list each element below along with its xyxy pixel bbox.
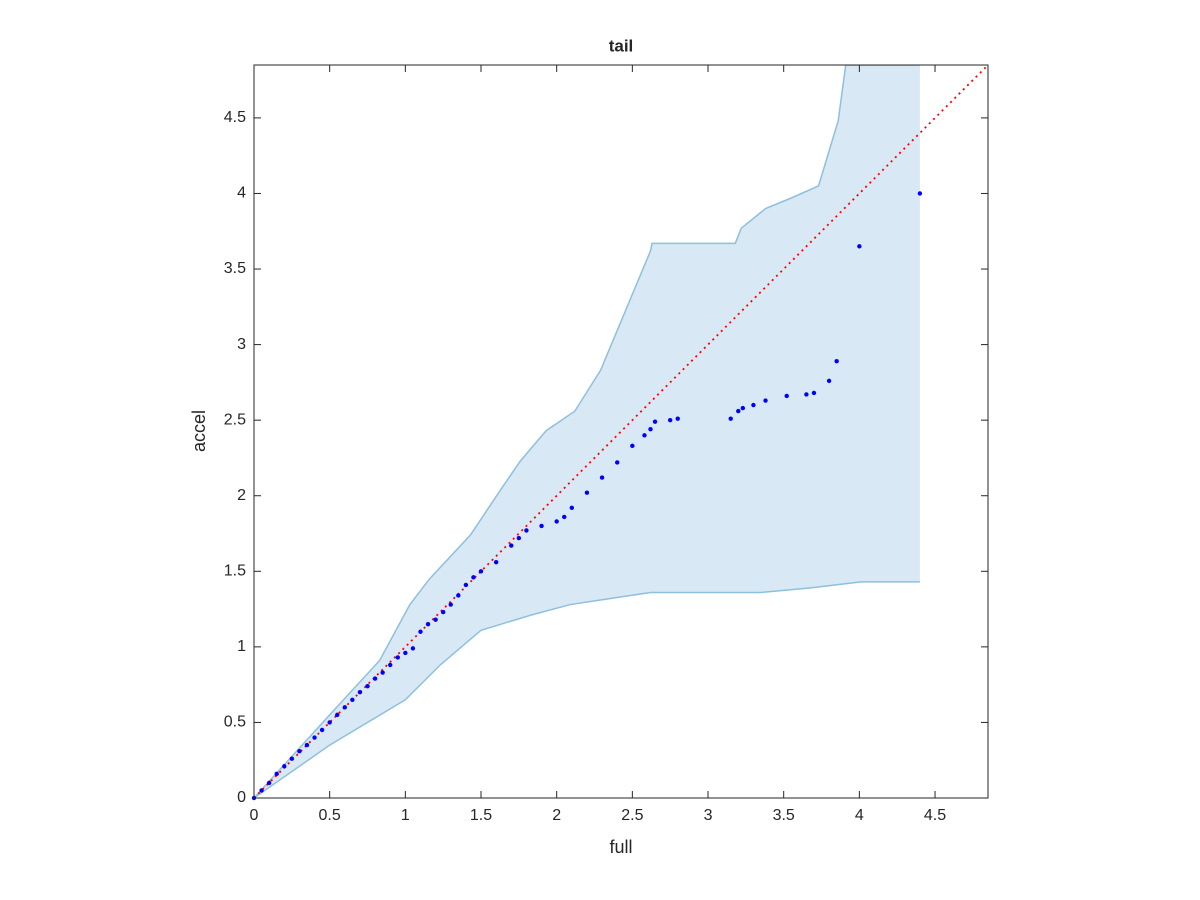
plot-frame xyxy=(253,64,989,799)
point xyxy=(335,712,340,718)
point xyxy=(524,528,529,533)
point xyxy=(380,670,385,675)
point xyxy=(516,535,522,541)
y-axis-label: accel xyxy=(189,410,209,452)
point xyxy=(410,646,416,651)
point xyxy=(675,416,680,421)
point xyxy=(917,191,923,196)
reference-line xyxy=(254,65,988,798)
point xyxy=(569,505,575,511)
y-tick-label: 2 xyxy=(237,487,246,504)
point xyxy=(342,705,348,710)
point xyxy=(652,419,658,424)
point xyxy=(509,543,514,548)
point xyxy=(319,727,325,733)
point xyxy=(304,742,310,748)
point xyxy=(478,569,484,574)
point xyxy=(630,443,635,449)
point xyxy=(751,402,756,408)
point xyxy=(440,609,446,615)
point xyxy=(740,405,746,411)
point xyxy=(327,720,332,725)
x-axis-label: full xyxy=(609,837,632,857)
point xyxy=(289,756,295,761)
x-tick-label: 1 xyxy=(401,807,410,824)
point xyxy=(395,655,400,660)
point xyxy=(425,621,431,627)
x-tick-label: 2 xyxy=(552,807,561,824)
point xyxy=(312,735,317,740)
point xyxy=(365,683,370,689)
y-tick-label: 2.5 xyxy=(224,411,246,428)
point xyxy=(259,788,264,793)
x-tick-label: 3 xyxy=(704,807,713,824)
point xyxy=(493,560,499,565)
point xyxy=(667,417,673,423)
point xyxy=(615,460,620,465)
x-tick-label: 0 xyxy=(250,807,259,824)
x-tick-label: 0.5 xyxy=(319,807,341,824)
point xyxy=(728,416,733,421)
point xyxy=(826,378,832,384)
point xyxy=(562,514,567,520)
point xyxy=(642,433,647,438)
point xyxy=(274,771,279,777)
point xyxy=(266,780,272,786)
point xyxy=(357,690,363,695)
point xyxy=(448,602,453,607)
point xyxy=(784,393,789,399)
y-tick-label: 3.5 xyxy=(224,260,246,277)
point xyxy=(297,748,302,754)
point xyxy=(282,764,287,769)
chart-title: tail xyxy=(609,36,634,55)
point xyxy=(857,244,862,249)
point xyxy=(388,662,393,668)
point xyxy=(463,582,469,588)
point xyxy=(599,475,605,480)
point xyxy=(584,490,590,495)
point xyxy=(763,398,768,403)
point xyxy=(418,629,423,634)
y-tick-label: 4.5 xyxy=(224,109,246,126)
x-tick-label: 4.5 xyxy=(924,807,946,824)
point xyxy=(471,575,476,580)
y-tick-label: 1.5 xyxy=(224,563,246,580)
band-lower xyxy=(254,581,920,798)
x-tick-label: 3.5 xyxy=(773,807,795,824)
y-tick-label: 4 xyxy=(237,185,246,202)
y-tick-label: 0 xyxy=(237,789,246,806)
point xyxy=(736,408,741,414)
point xyxy=(804,392,809,397)
point xyxy=(433,617,438,622)
y-tick-label: 0.5 xyxy=(224,714,246,731)
point xyxy=(834,359,839,364)
x-tick-label: 2.5 xyxy=(621,807,643,824)
x-tick-label: 1.5 xyxy=(470,807,492,824)
point xyxy=(554,519,559,524)
point xyxy=(539,523,544,529)
point xyxy=(648,427,653,432)
confidence-band xyxy=(254,65,920,798)
point xyxy=(456,593,461,598)
point xyxy=(403,650,408,656)
x-tick-label: 4 xyxy=(855,807,864,824)
point xyxy=(350,697,355,702)
y-tick-label: 3 xyxy=(237,336,246,353)
y-tick-label: 1 xyxy=(237,638,246,655)
point xyxy=(372,676,378,681)
band-upper xyxy=(254,65,920,798)
point xyxy=(811,390,817,396)
